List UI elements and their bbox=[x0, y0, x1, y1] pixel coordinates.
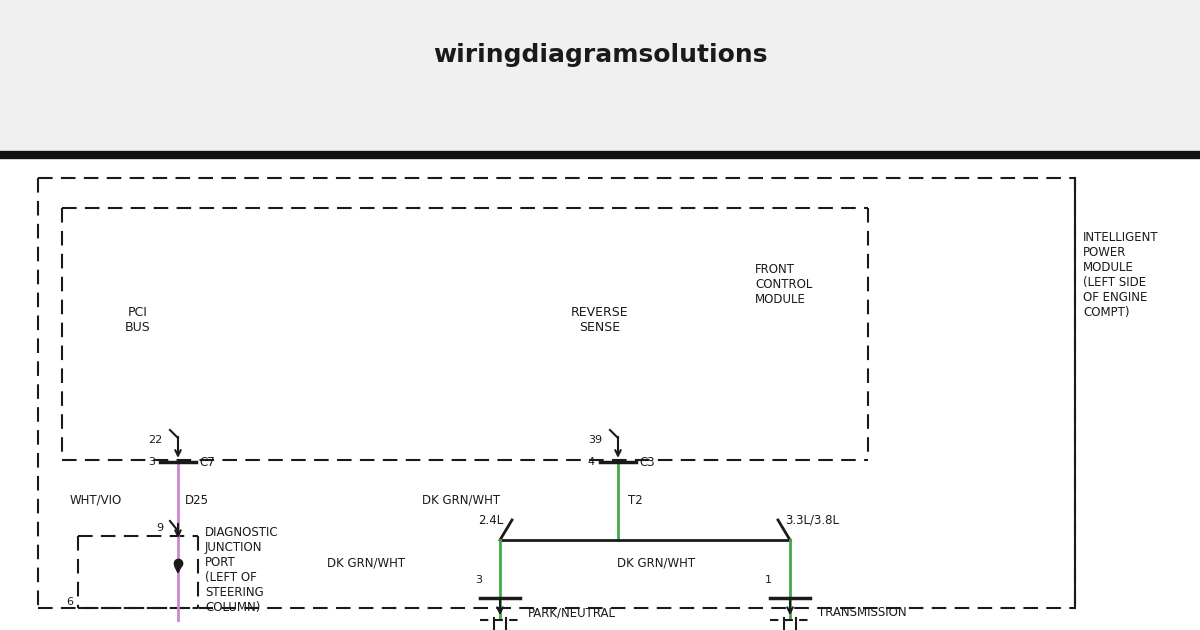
Text: D25: D25 bbox=[185, 493, 209, 507]
Text: PCI
BUS: PCI BUS bbox=[125, 306, 151, 334]
Text: 22: 22 bbox=[148, 435, 162, 445]
Text: C3: C3 bbox=[640, 455, 655, 469]
Text: 3: 3 bbox=[475, 575, 482, 585]
Text: WHT/VIO: WHT/VIO bbox=[70, 493, 122, 507]
Text: INTELLIGENT
POWER
MODULE
(LEFT SIDE
OF ENGINE
COMPT): INTELLIGENT POWER MODULE (LEFT SIDE OF E… bbox=[1084, 231, 1159, 319]
Text: 1: 1 bbox=[766, 575, 772, 585]
Text: 3.3L/3.8L: 3.3L/3.8L bbox=[785, 513, 839, 527]
Text: DK GRN/WHT: DK GRN/WHT bbox=[326, 556, 406, 570]
Text: DK GRN/WHT: DK GRN/WHT bbox=[422, 493, 500, 507]
Text: FRONT
CONTROL
MODULE: FRONT CONTROL MODULE bbox=[755, 263, 812, 307]
Bar bbox=[0, 155, 1200, 630]
Text: 2.4L: 2.4L bbox=[478, 513, 503, 527]
Bar bbox=[0, 0, 1200, 155]
Text: 6: 6 bbox=[66, 597, 73, 607]
Text: 39: 39 bbox=[588, 435, 602, 445]
Text: DIAGNOSTIC
JUNCTION
PORT
(LEFT OF
STEERING
COLUMN): DIAGNOSTIC JUNCTION PORT (LEFT OF STEERI… bbox=[205, 526, 278, 614]
Text: 9: 9 bbox=[156, 523, 163, 533]
Text: TRANSMISSION: TRANSMISSION bbox=[818, 607, 907, 619]
Text: REVERSE
SENSE: REVERSE SENSE bbox=[571, 306, 629, 334]
Text: PARK/NEUTRAL: PARK/NEUTRAL bbox=[528, 607, 616, 619]
Text: DK GRN/WHT: DK GRN/WHT bbox=[617, 556, 695, 570]
Text: 3: 3 bbox=[148, 457, 155, 467]
Text: 4: 4 bbox=[588, 457, 595, 467]
Text: wiringdiagramsolutions: wiringdiagramsolutions bbox=[433, 43, 767, 67]
Text: C7: C7 bbox=[199, 455, 215, 469]
Text: T2: T2 bbox=[628, 493, 643, 507]
